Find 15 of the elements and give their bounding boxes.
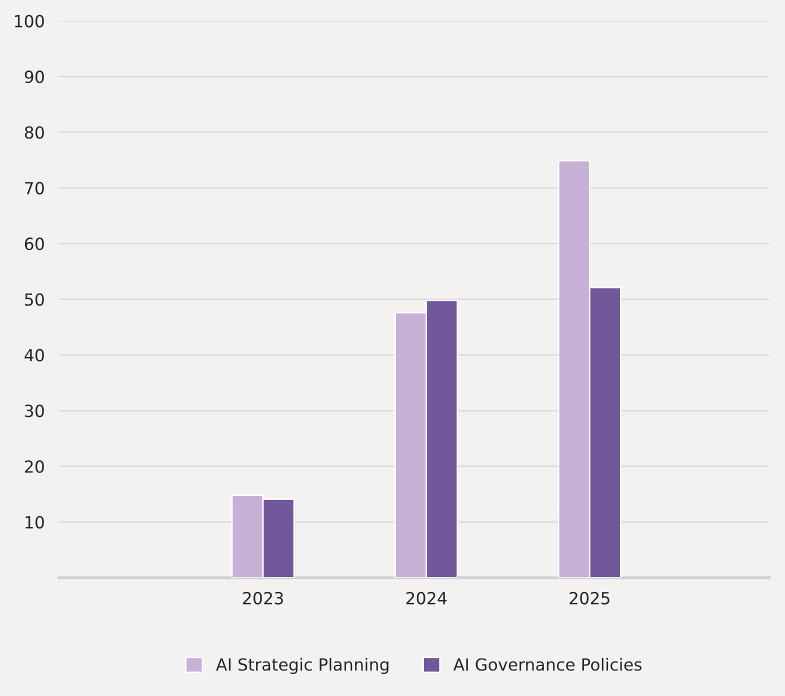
y-tick-label: 20 [25,460,44,473]
y-tick-label: 50 [25,293,44,306]
x-tick-label: 2023 [243,592,283,604]
y-tick-label: 70 [25,182,44,194]
y-tick-label: 30 [25,404,44,418]
y-tick-label: 90 [24,70,44,84]
y-tick-label: 10 [26,516,44,529]
legend-label: AI Strategic Planning [216,658,388,674]
y-tick-label: 40 [24,348,44,362]
x-tick-label: 2025 [570,592,610,604]
legend-label: AI Governance Policies [453,658,642,671]
y-tick-label: 80 [24,126,44,139]
x-tick-label: 2024 [406,592,447,604]
y-tick-label: 60 [24,238,44,250]
y-tick-label: 100 [15,14,44,28]
